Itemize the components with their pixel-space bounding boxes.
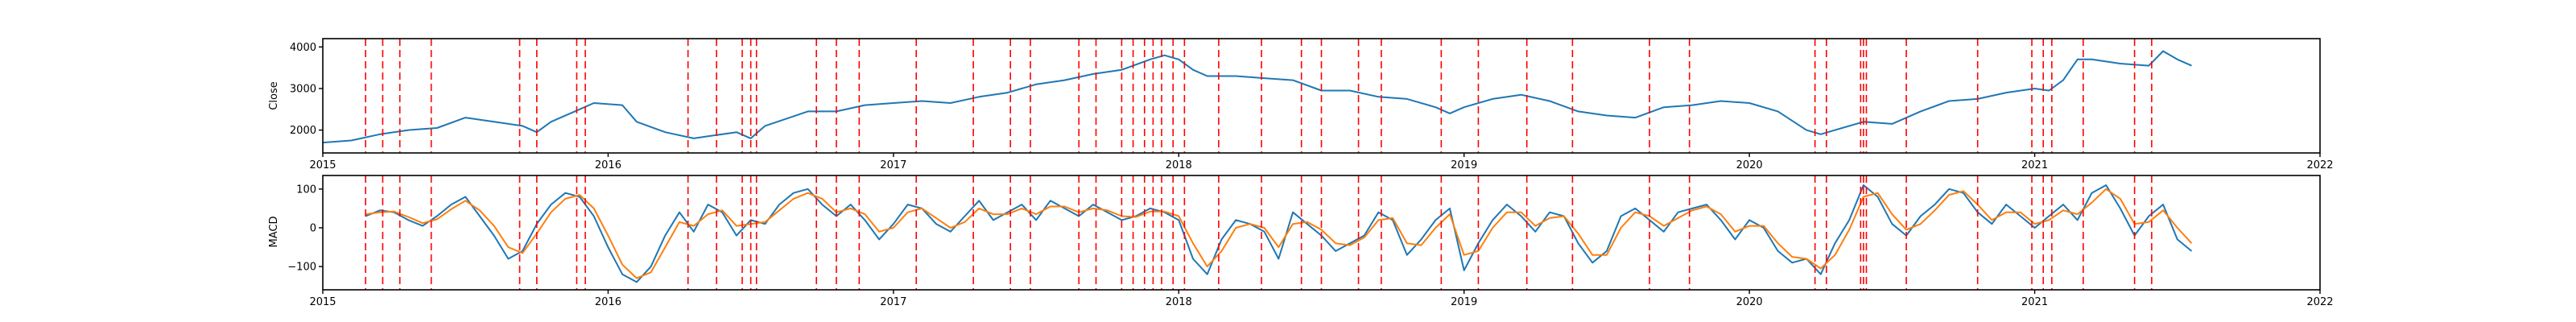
close-x-tick-label: 2015 <box>309 159 336 171</box>
macd-axes-frame <box>322 175 2321 291</box>
macd-x-tick-label: 2021 <box>2021 296 2048 308</box>
macd-y-tick-label: −100 <box>287 262 316 274</box>
close-x-tick-label: 2019 <box>1451 159 1477 171</box>
macd-x-tick-label: 2019 <box>1451 296 1477 308</box>
close-x-tick-label: 2022 <box>2306 159 2333 171</box>
macd-y-tick-label: 100 <box>296 184 316 196</box>
macd-x-tick-label: 2017 <box>880 296 906 308</box>
macd-panel: MACD 2015 2016 2017 2018 2019 2020 2021 2022 −10… <box>268 175 2334 308</box>
macd-x-tick-label: 2016 <box>595 296 621 308</box>
close-y-tick-label: 3000 <box>290 83 316 95</box>
macd-x-tick-label: 2020 <box>1736 296 1763 308</box>
close-axes-frame <box>322 38 2321 154</box>
macd-series-1-line <box>365 188 2193 279</box>
close-x-tick-label: 2017 <box>880 159 906 171</box>
macd-x-tick-label: 2015 <box>309 296 336 308</box>
macd-x-tick-label: 2022 <box>2306 296 2333 308</box>
close-x-tick-label: 2020 <box>1736 159 1763 171</box>
macd-x-tick-label: 2018 <box>1166 296 1192 308</box>
macd-ylabel: MACD <box>268 217 280 248</box>
close-series-0-line <box>322 50 2192 144</box>
close-x-tick-label: 2018 <box>1166 159 1192 171</box>
close-ylabel: Close <box>268 81 280 109</box>
close-y-tick-label: 2000 <box>290 125 316 137</box>
close-x-tick-label: 2021 <box>2021 159 2048 171</box>
macd-y-tick-label: 0 <box>310 222 316 234</box>
close-price-panel: Close 2015 2016 2017 2018 2019 2020 2021 2022 20… <box>268 38 2334 171</box>
close-y-tick-label: 4000 <box>290 42 316 54</box>
macd-series-0-line <box>365 184 2193 283</box>
close-x-tick-label: 2016 <box>595 159 621 171</box>
